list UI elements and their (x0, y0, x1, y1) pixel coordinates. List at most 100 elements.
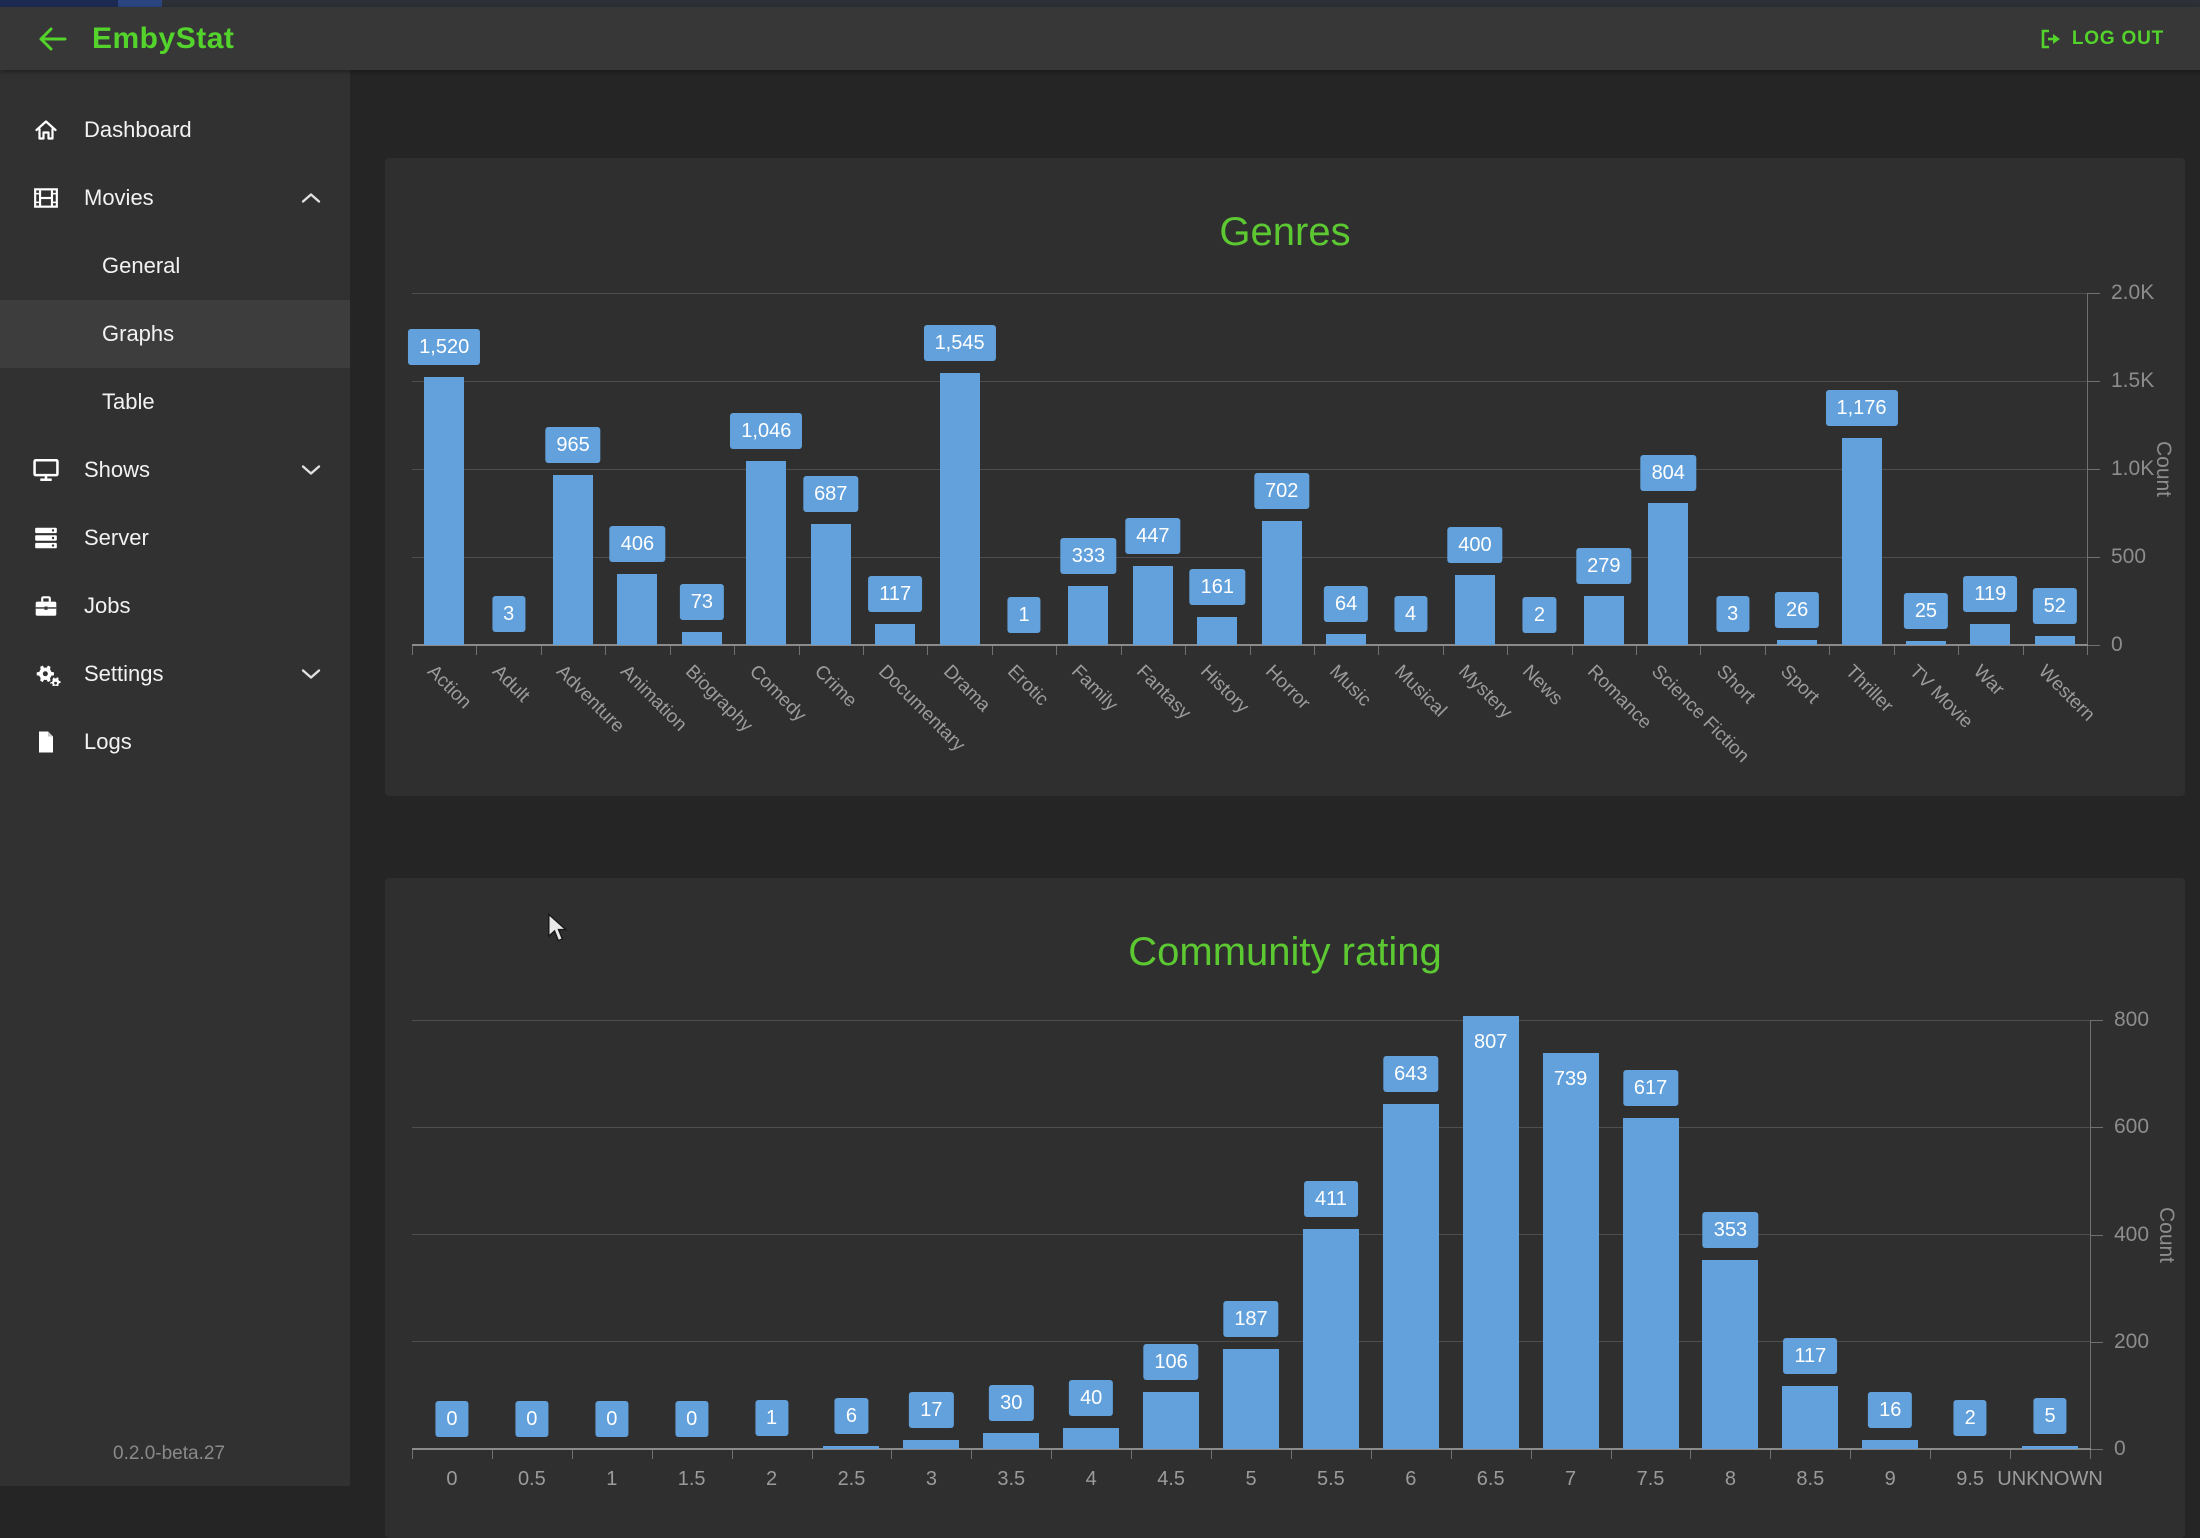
bar-action[interactable] (424, 377, 465, 645)
x-axis-tick (991, 646, 993, 655)
x-axis-label-1: 1 (606, 1468, 618, 1490)
bar-tv-movie[interactable] (1905, 640, 1946, 645)
bar-music[interactable] (1326, 633, 1367, 645)
bar-horror[interactable] (1261, 521, 1302, 645)
value-label-4.5: 106 (1143, 1344, 1199, 1381)
value-label-comedy: 1,046 (730, 412, 803, 449)
value-label-2: 1 (755, 1400, 789, 1437)
bar-6.5[interactable] (1462, 1016, 1519, 1449)
home-icon (30, 118, 62, 142)
x-axis-label-sport: Sport (1776, 661, 1824, 708)
value-label-9: 16 (1868, 1392, 1913, 1429)
bar-drama[interactable] (939, 373, 980, 645)
chevron-down-icon (300, 463, 322, 477)
bar-5[interactable] (1223, 1348, 1279, 1449)
x-axis-tick (1507, 646, 1509, 655)
bar-documentary[interactable] (875, 624, 916, 645)
y-axis-tick-label: 800 (2114, 1008, 2150, 1031)
bar-2.5[interactable] (823, 1445, 880, 1449)
sidebar-item-jobs[interactable]: Jobs (0, 572, 350, 640)
bar-unknown[interactable] (2022, 1446, 2079, 1449)
x-axis-label-mystery: Mystery (1454, 661, 1516, 723)
bar-3.5[interactable] (983, 1432, 1040, 1449)
bar-thriller[interactable] (1841, 438, 1882, 645)
bar-adventure[interactable] (553, 475, 594, 645)
y-axis-tick (2090, 1449, 2103, 1450)
y-axis-tick (2090, 1341, 2103, 1343)
sidebar-item-label: Logs (84, 729, 132, 754)
sidebar-item-graphs[interactable]: Graphs (0, 300, 350, 368)
value-label-thriller: 1,176 (1825, 390, 1898, 427)
y-axis-tick-label: 1.5K (2111, 369, 2155, 392)
bar-western[interactable] (2034, 635, 2075, 645)
bar-4[interactable] (1063, 1427, 1120, 1449)
bar-history[interactable] (1197, 616, 1238, 645)
bar-9[interactable] (1862, 1440, 1919, 1449)
bar-animation[interactable] (617, 573, 658, 645)
bar-fantasy[interactable] (1132, 566, 1173, 645)
bar-3[interactable] (903, 1439, 960, 1449)
value-label-romance: 279 (1576, 547, 1632, 584)
main-content: Genres 0 500 1.0K 1.5K 2.0K Count 1,520 Action 3… (350, 70, 2200, 1538)
x-axis-tick (1610, 1450, 1612, 1459)
x-axis-tick (1211, 1450, 1213, 1459)
x-axis-label-9.5: 9.5 (1956, 1468, 1985, 1490)
bar-7[interactable] (1542, 1052, 1599, 1449)
back-arrow-icon[interactable] (36, 25, 68, 53)
value-label-fantasy: 447 (1125, 518, 1181, 555)
sidebar-item-settings[interactable]: Settings (0, 640, 350, 708)
value-label-musical: 4 (1393, 596, 1428, 633)
bar-science-fiction[interactable] (1648, 503, 1689, 645)
bar-8.5[interactable] (1782, 1386, 1839, 1449)
x-axis-label-family: Family (1067, 661, 1123, 716)
bar-6[interactable] (1382, 1104, 1439, 1449)
y-axis-title: Count (2152, 440, 2175, 498)
bar-7.5[interactable] (1622, 1118, 1679, 1449)
sidebar-item-table[interactable]: Table (0, 368, 350, 436)
sidebar-item-dashboard[interactable]: Dashboard (0, 96, 350, 164)
bar-mystery[interactable] (1454, 574, 1495, 645)
x-axis-label-short: Short (1711, 661, 1759, 708)
sidebar-item-shows[interactable]: Shows (0, 436, 350, 504)
sidebar-item-label: Jobs (84, 593, 131, 618)
sidebar-item-movies[interactable]: Movies (0, 164, 350, 232)
bar-war[interactable] (1970, 624, 2011, 645)
bar-8[interactable] (1702, 1259, 1759, 1449)
bar-family[interactable] (1068, 586, 1109, 645)
value-label-6: 643 (1383, 1056, 1439, 1093)
x-axis-label-3: 3 (925, 1468, 937, 1490)
y-axis-line (2090, 1020, 2091, 1449)
bar-comedy[interactable] (746, 460, 787, 645)
x-axis-tick (1051, 1450, 1053, 1459)
x-axis-tick (1185, 646, 1187, 655)
x-axis-tick (1571, 646, 1573, 655)
gridline-y-1.0K (412, 468, 2087, 470)
x-axis-label-4: 4 (1085, 1468, 1097, 1490)
bar-sport[interactable] (1777, 640, 1818, 645)
bar-romance[interactable] (1583, 595, 1624, 645)
bar-4.5[interactable] (1143, 1392, 1200, 1449)
value-label-9.5: 2 (1953, 1399, 1987, 1436)
sidebar-item-general[interactable]: General (0, 232, 350, 300)
app-title: EmbyStat (92, 21, 235, 55)
y-axis-tick (2090, 1234, 2103, 1236)
value-label-0: 0 (435, 1401, 469, 1437)
value-label-0.5: 0 (515, 1401, 549, 1437)
browser-edge-strip (0, 0, 2200, 7)
app-version: 0.2.0-beta.27 (113, 1443, 225, 1464)
x-axis-label-unknown: UNKNOWN (1997, 1468, 2103, 1490)
bar-5.5[interactable] (1302, 1228, 1359, 1449)
x-axis-label-4.5: 4.5 (1157, 1468, 1185, 1490)
x-axis-tick (1930, 1450, 1932, 1459)
sidebar-item-server[interactable]: Server (0, 504, 350, 572)
bar-biography[interactable] (681, 632, 722, 645)
value-label-6.5: 807 (1463, 1024, 1519, 1061)
community-rating-chart-card: Community rating 0 200 400 600 800 Count 0 0 0 0.… (385, 878, 2185, 1538)
x-axis-label-8: 8 (1724, 1468, 1736, 1490)
sidebar-item-logs[interactable]: Logs (0, 708, 350, 776)
bar-crime[interactable] (810, 524, 851, 645)
logout-button[interactable]: LOG OUT (2034, 7, 2170, 70)
value-label-adult: 3 (492, 596, 526, 633)
topbar: EmbyStat LOG OUT (0, 7, 2200, 70)
x-axis-line (412, 644, 2088, 646)
